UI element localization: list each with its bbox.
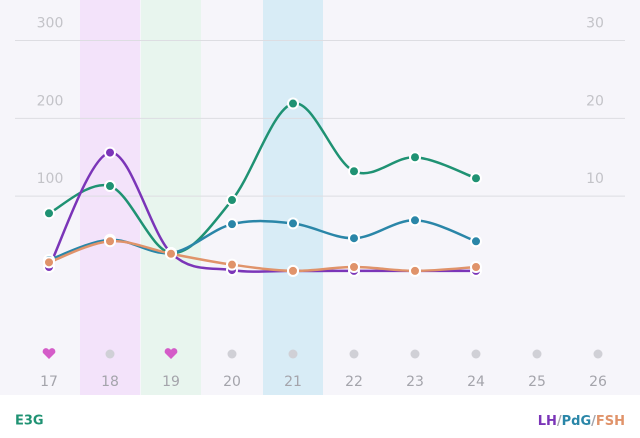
day-dot bbox=[105, 349, 115, 359]
data-point bbox=[348, 232, 360, 245]
x-tick-label: 24 bbox=[467, 374, 485, 390]
x-tick-label: 23 bbox=[406, 374, 424, 390]
legend-entry: FSH bbox=[596, 414, 625, 429]
data-point bbox=[226, 194, 238, 207]
data-point bbox=[287, 97, 299, 110]
data-point bbox=[226, 218, 238, 231]
y2-tick-label: 20 bbox=[586, 93, 604, 109]
heart-icon bbox=[164, 348, 178, 359]
data-point bbox=[409, 264, 421, 277]
data-point bbox=[43, 256, 55, 269]
x-tick-label: 19 bbox=[162, 374, 180, 390]
data-point bbox=[470, 260, 482, 273]
data-point bbox=[348, 260, 360, 273]
day-dot bbox=[288, 349, 298, 359]
x-tick-label: 21 bbox=[284, 374, 302, 390]
data-point bbox=[470, 235, 482, 248]
day-dot bbox=[410, 349, 420, 359]
legend-entry: PdG bbox=[562, 414, 592, 429]
data-point bbox=[104, 235, 116, 248]
y2-tick-label: 30 bbox=[586, 15, 604, 31]
x-tick-label: 26 bbox=[589, 374, 607, 390]
x-tick-label: 17 bbox=[40, 374, 58, 390]
data-point bbox=[287, 264, 299, 277]
y-tick-label: 200 bbox=[37, 93, 64, 109]
data-point bbox=[409, 151, 421, 164]
data-point bbox=[104, 180, 116, 193]
series-line bbox=[48, 102, 477, 255]
y-tick-label: 100 bbox=[37, 171, 64, 187]
x-tick-label: 18 bbox=[101, 374, 119, 390]
x-tick-label: 20 bbox=[223, 374, 241, 390]
data-point bbox=[104, 146, 116, 159]
day-highlight bbox=[80, 0, 140, 395]
day-dot bbox=[227, 349, 237, 359]
legend-entry: LH bbox=[538, 414, 557, 429]
day-dot bbox=[593, 349, 603, 359]
y2-tick-label: 10 bbox=[586, 171, 604, 187]
x-tick-label: 25 bbox=[528, 374, 546, 390]
day-dot bbox=[349, 349, 359, 359]
day-highlight bbox=[263, 0, 323, 395]
day-dot bbox=[532, 349, 542, 359]
legend-separator: / bbox=[557, 414, 562, 429]
day-highlight bbox=[141, 0, 201, 395]
heart-icon bbox=[42, 348, 56, 359]
legend-group: LH/PdG/FSH bbox=[538, 414, 625, 429]
legend-bar bbox=[0, 395, 640, 438]
data-point bbox=[348, 165, 360, 178]
data-point bbox=[287, 217, 299, 230]
legend-separator: / bbox=[591, 414, 596, 429]
data-point bbox=[226, 258, 238, 271]
data-point bbox=[470, 172, 482, 185]
x-tick-label: 22 bbox=[345, 374, 363, 390]
data-point bbox=[409, 214, 421, 227]
y-tick-label: 300 bbox=[37, 15, 64, 31]
legend-entry: E3G bbox=[15, 414, 44, 429]
data-point bbox=[165, 247, 177, 260]
data-point bbox=[43, 207, 55, 220]
day-dot bbox=[471, 349, 481, 359]
